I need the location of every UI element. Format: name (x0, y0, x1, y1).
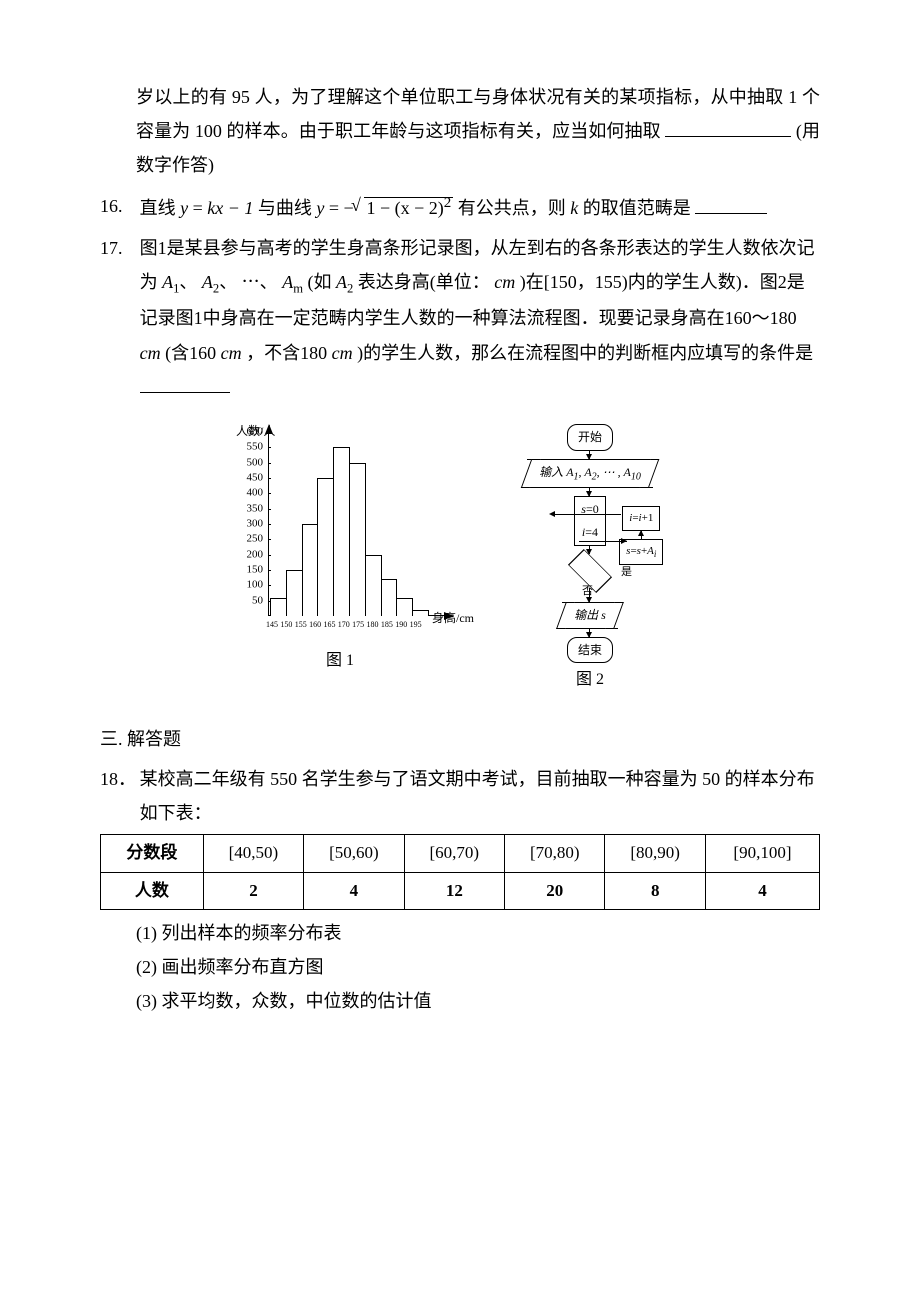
section-3-title: 三. 解答题 (100, 722, 820, 756)
table-cell: 4 (705, 872, 819, 909)
y-tick-label: 600 (231, 422, 263, 443)
fc-output: 输出 s (562, 602, 618, 629)
fc-start: 开始 (567, 424, 613, 451)
table-header: [90,100] (705, 835, 819, 872)
q17-body: 图1是某县参与高考的学生身高条形记录图，从左到右的各条形表达的学生人数依次记为 … (140, 231, 820, 404)
table-header: [50,60) (304, 835, 404, 872)
flowchart: 开始 输入 A1, A2, ⋯ , A10 s=0i=4 是 否 输出 s 结束… (490, 424, 690, 663)
figures-row: 人数/人 身高/cm 50100150200250300350400450500… (100, 424, 820, 696)
q18-number: 18． (100, 762, 140, 830)
bar (270, 598, 287, 616)
fc-decision: 是 否 (564, 554, 616, 588)
table-cell: 20 (505, 872, 605, 909)
fc-loop-branch: i=i+1 s=s+Ai (619, 506, 663, 565)
fc-connector (553, 514, 621, 515)
table-cell: 4 (304, 872, 404, 909)
q16-blank (695, 193, 767, 214)
q18-body: 某校高二年级有 550 名学生参与了语文期中考试，目前抽取一种容量为 50 的样… (140, 762, 820, 830)
x-labels: 145150155160165170175180185190195 (270, 617, 428, 632)
q17-number: 17. (100, 231, 140, 404)
table-header: [40,50) (203, 835, 303, 872)
q17-blank (140, 372, 230, 393)
q18-table: 分数段 [40,50) [50,60) [60,70) [70,80) [80,… (100, 834, 820, 910)
bar (349, 463, 366, 616)
q18-sub3: (3) 求平均数，众数，中位数的估计值 (100, 984, 820, 1018)
table-row: 分数段 [40,50) [50,60) [60,70) [70,80) [80,… (101, 835, 820, 872)
q18-sub1: (1) 列出样本的频率分布表 (100, 916, 820, 950)
table-cell: 8 (605, 872, 705, 909)
table-header: 分数段 (101, 835, 204, 872)
table-header: [70,80) (505, 835, 605, 872)
q18: 18． 某校高二年级有 550 名学生参与了语文期中考试，目前抽取一种容量为 5… (100, 762, 820, 830)
bar (381, 579, 398, 616)
bars-group (270, 432, 428, 616)
table-cell: 12 (404, 872, 504, 909)
bar (302, 524, 319, 616)
q15-blank (665, 116, 791, 137)
fc-increment: i=i+1 (622, 506, 660, 531)
bar (365, 555, 382, 616)
fc-arrow-icon (589, 488, 590, 496)
bar (412, 610, 429, 616)
figure-2: 开始 输入 A1, A2, ⋯ , A10 s=0i=4 是 否 输出 s 结束… (490, 424, 690, 696)
q16-body: 直线 y = kx − 1 与曲线 y = −1 − (x − 2)2 有公共点… (140, 189, 820, 225)
q17: 17. 图1是某县参与高考的学生身高条形记录图，从左到右的各条形表达的学生人数依… (100, 231, 820, 404)
fig1-caption: 图 1 (230, 646, 450, 676)
table-cell: 人数 (101, 872, 204, 909)
fc-end: 结束 (567, 637, 613, 664)
bar-chart: 人数/人 身高/cm 50100150200250300350400450500… (230, 424, 450, 644)
fc-arrow-icon (589, 588, 590, 602)
x-tick-label: 195 (410, 617, 428, 632)
bar (396, 598, 413, 616)
table-header: [60,70) (404, 835, 504, 872)
bar (333, 447, 350, 616)
bar (286, 570, 303, 616)
table-cell: 2 (203, 872, 303, 909)
fc-input: 输入 A1, A2, ⋯ , A10 (527, 459, 653, 488)
fc-arrow-icon (589, 451, 590, 459)
x-axis-title: 身高/cm (432, 607, 474, 630)
fc-arrow-icon (589, 546, 590, 554)
fig2-caption: 图 2 (490, 665, 690, 695)
fc-arrowhead-icon (621, 538, 627, 544)
y-labels: 50100150200250300350400450500550600 (230, 432, 266, 616)
fc-arrowhead-icon (549, 511, 555, 517)
table-header: [80,90) (605, 835, 705, 872)
q15-continuation: 岁以上的有 95 人，为了理解这个单位职工与身体状况有关的某项指标，从中抽取 1… (100, 80, 820, 183)
q16-number: 16. (100, 189, 140, 225)
fc-init: s=0i=4 (574, 496, 605, 546)
bar (317, 478, 334, 616)
figure-1: 人数/人 身高/cm 50100150200250300350400450500… (230, 424, 450, 696)
q18-sub2: (2) 画出频率分布直方图 (100, 950, 820, 984)
fc-connector (579, 541, 627, 542)
fc-arrow-icon (589, 629, 590, 637)
table-row: 人数 2 4 12 20 8 4 (101, 872, 820, 909)
q16: 16. 直线 y = kx − 1 与曲线 y = −1 − (x − 2)2 … (100, 189, 820, 225)
section-3: 三. 解答题 18． 某校高二年级有 550 名学生参与了语文期中考试，目前抽取… (100, 722, 820, 1019)
